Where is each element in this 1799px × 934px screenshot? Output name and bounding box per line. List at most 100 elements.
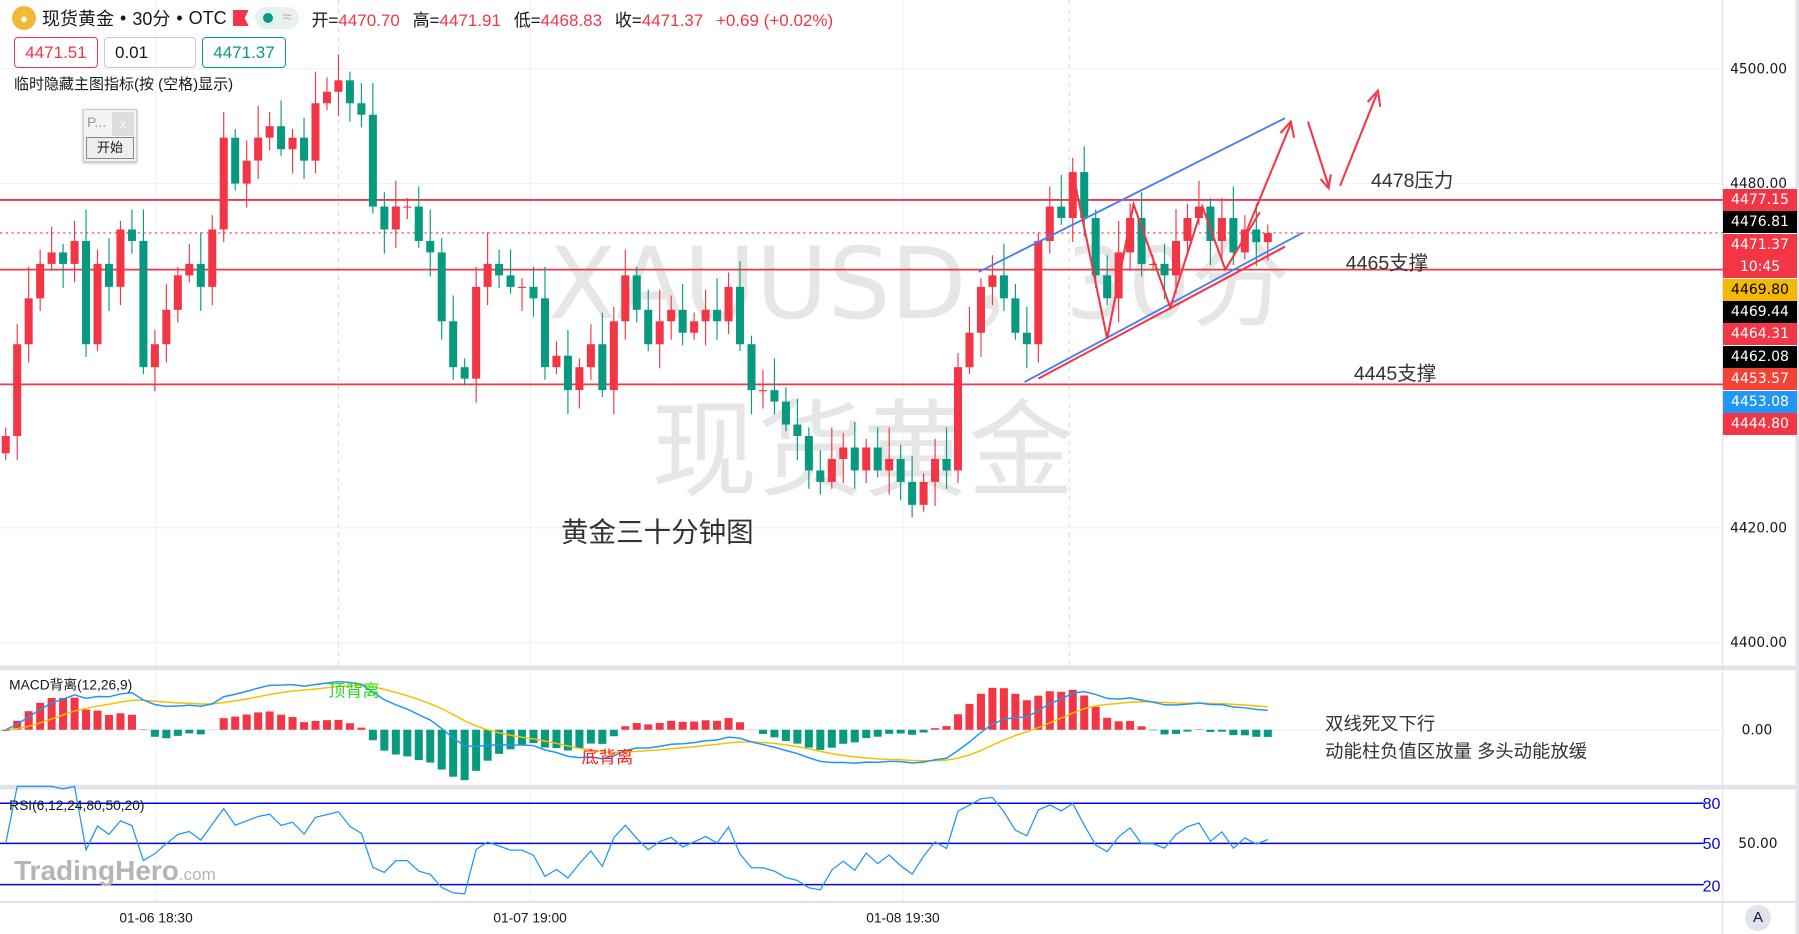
candle-body xyxy=(437,252,446,322)
macd-histogram-bar xyxy=(1137,726,1146,730)
candle-body xyxy=(414,206,423,241)
macd-histogram-bar xyxy=(460,729,469,781)
interval[interactable]: 30分 xyxy=(132,9,171,29)
macd-histogram-bar xyxy=(552,729,561,749)
time-axis[interactable]: 01-06 18:30 01-07 19:00 01-08 19:30 xyxy=(119,911,940,926)
macd-histogram-bar xyxy=(368,729,377,741)
symbol-name[interactable]: 现货黄金 xyxy=(42,9,114,29)
candle-body xyxy=(713,309,722,322)
candle-body xyxy=(770,390,779,402)
buy-button[interactable]: 4471.37 xyxy=(202,37,286,68)
macd-histogram-bar xyxy=(655,722,664,730)
macd-histogram-bar xyxy=(529,729,538,744)
macd-histogram-bar xyxy=(850,729,859,743)
wave-icon: ≈ xyxy=(282,9,292,26)
macd-histogram-bar xyxy=(1103,717,1112,730)
macd-histogram-bar xyxy=(632,723,641,730)
order-panel: 4471.51 0.01 4471.37 xyxy=(14,37,286,68)
candle-body xyxy=(678,309,687,333)
candle-body xyxy=(1022,332,1031,345)
candle-body xyxy=(288,137,297,150)
sell-button[interactable]: 4471.51 xyxy=(14,37,98,68)
candle-body xyxy=(208,229,217,287)
macd-histogram-bar xyxy=(1034,695,1043,730)
candle-body xyxy=(1229,218,1238,253)
candle-body xyxy=(70,240,79,264)
candle-body xyxy=(999,275,1008,299)
macd-histogram-bar xyxy=(173,729,182,736)
arrow-annotations[interactable] xyxy=(1037,88,1382,380)
candle-body xyxy=(1149,263,1158,266)
time-tick: 01-08 19:30 xyxy=(866,911,940,926)
price-tick: 4480.00 xyxy=(1730,176,1787,192)
macd-histogram-bar xyxy=(82,709,91,730)
gold-logo-icon: ● xyxy=(12,6,36,30)
macd-note-1: 双线死叉下行 xyxy=(1325,713,1435,734)
macd-histogram-bar xyxy=(1126,721,1135,730)
candle-body xyxy=(850,447,859,471)
start-button[interactable]: 开始 xyxy=(86,137,134,159)
candle-body xyxy=(24,298,33,345)
price-tag: 4476.81 xyxy=(1723,211,1797,234)
macd-histogram-bar xyxy=(1068,689,1077,730)
macd-indicator xyxy=(1,680,1272,781)
macd-note-2: 动能柱负值区放量 多头动能放缓 xyxy=(1325,740,1587,761)
support-label-4465: 4465支撑 xyxy=(1346,253,1428,275)
macd-histogram-bar xyxy=(345,723,354,730)
candle-body xyxy=(758,390,767,392)
macd-histogram-bar xyxy=(288,717,297,730)
macd-histogram-bar xyxy=(965,703,974,730)
close-icon[interactable]: x xyxy=(112,112,134,136)
candle-body xyxy=(575,367,584,391)
candle-body xyxy=(793,424,802,437)
macd-histogram-bar xyxy=(231,716,240,730)
macd-histogram-bar xyxy=(908,729,917,735)
macd-histogram-bar xyxy=(59,697,68,730)
rsi-level-80: 80 xyxy=(1703,795,1721,813)
time-tick: 01-07 19:00 xyxy=(493,911,567,926)
candle-body xyxy=(82,240,91,345)
macd-histogram-bar xyxy=(586,729,595,744)
candle-body xyxy=(885,458,894,471)
candle-body xyxy=(495,263,504,276)
macd-histogram-bar xyxy=(563,729,572,751)
channel-lines[interactable] xyxy=(978,117,1303,383)
candle-body xyxy=(47,252,56,264)
symbol-header[interactable]: ● 现货黄金 • 30分 • OTC ≈ 开=4470.70 高=4471.91 低… xyxy=(12,4,841,32)
tradinghero-logo: TradingHero.com xyxy=(14,855,216,886)
macd-histogram-bar xyxy=(793,729,802,744)
candle-body xyxy=(1045,206,1054,241)
macd-histogram-bar xyxy=(449,729,458,777)
macd-histogram-bar xyxy=(322,720,332,730)
auto-scale-button[interactable]: A xyxy=(1745,905,1771,931)
macd-histogram-bar xyxy=(357,727,366,730)
macd-histogram-bar xyxy=(1011,693,1020,730)
macd-histogram-bar xyxy=(277,714,286,730)
macd-histogram-bar xyxy=(93,710,102,730)
rsi-axis-tick: 50.00 xyxy=(1738,836,1777,852)
candle-body xyxy=(1080,172,1089,219)
channel-lower-line xyxy=(1024,232,1303,383)
candle-body xyxy=(804,436,813,471)
candle-body xyxy=(873,447,882,471)
macd-signal-line xyxy=(5,684,1268,762)
candle-body xyxy=(322,91,332,104)
macd-histogram-bar xyxy=(1149,729,1158,731)
watermark-symbol: XAUUSD，30分 xyxy=(548,227,1289,342)
macd-histogram-bar xyxy=(1252,729,1261,737)
candle-body xyxy=(380,206,389,230)
price-axis[interactable]: 4500.00 4480.00 4420.00 4400.00 xyxy=(1730,61,1787,651)
candle-body xyxy=(1217,218,1226,241)
candle-body xyxy=(1171,240,1181,276)
candle-body xyxy=(563,355,572,391)
macd-histogram-bar xyxy=(736,722,745,730)
candle-body xyxy=(529,286,538,299)
macd-histogram-bar xyxy=(609,729,618,737)
quantity-input[interactable]: 0.01 xyxy=(104,37,196,68)
macd-histogram-bar xyxy=(47,697,56,730)
candle-body xyxy=(231,137,240,184)
candle-body xyxy=(483,263,492,287)
market-status-pill[interactable]: ≈ xyxy=(254,7,300,29)
price-tag: 4444.80 xyxy=(1723,413,1797,435)
